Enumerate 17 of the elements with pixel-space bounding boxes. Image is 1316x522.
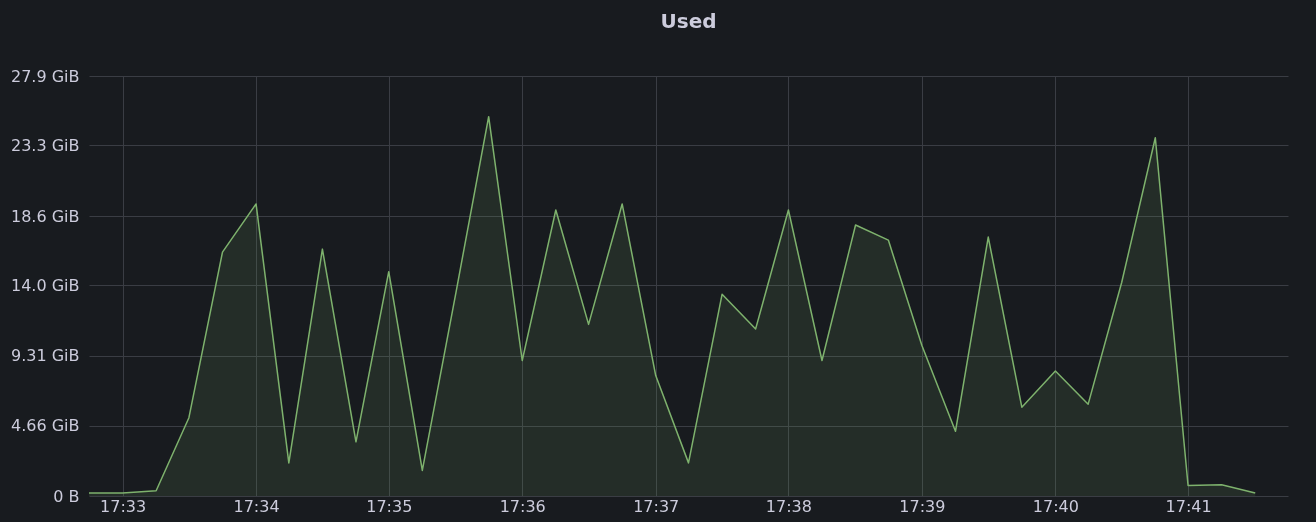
y-tick-label: 0 B	[53, 486, 80, 506]
y-tick-label: 4.66 GiB	[10, 416, 80, 436]
x-tick-label: 17:36	[499, 496, 546, 516]
x-tick-label: 17:41	[1165, 496, 1212, 516]
chart-title: Used	[660, 9, 717, 33]
x-tick-label: 17:40	[1032, 496, 1079, 516]
x-tick-label: 17:39	[899, 496, 946, 516]
y-tick-label: 14.0 GiB	[10, 275, 80, 295]
y-tick-label: 9.31 GiB	[10, 346, 80, 366]
x-tick-label: 17:37	[633, 496, 680, 516]
x-tick-label: 17:38	[765, 496, 812, 516]
y-tick-label: 23.3 GiB	[10, 135, 80, 155]
x-tick-label: 17:35	[366, 496, 413, 516]
x-tick-label: 17:33	[100, 496, 147, 516]
x-tick-label: 17:34	[233, 496, 280, 516]
y-tick-label: 27.9 GiB	[10, 66, 80, 86]
y-tick-label: 18.6 GiB	[10, 206, 80, 226]
